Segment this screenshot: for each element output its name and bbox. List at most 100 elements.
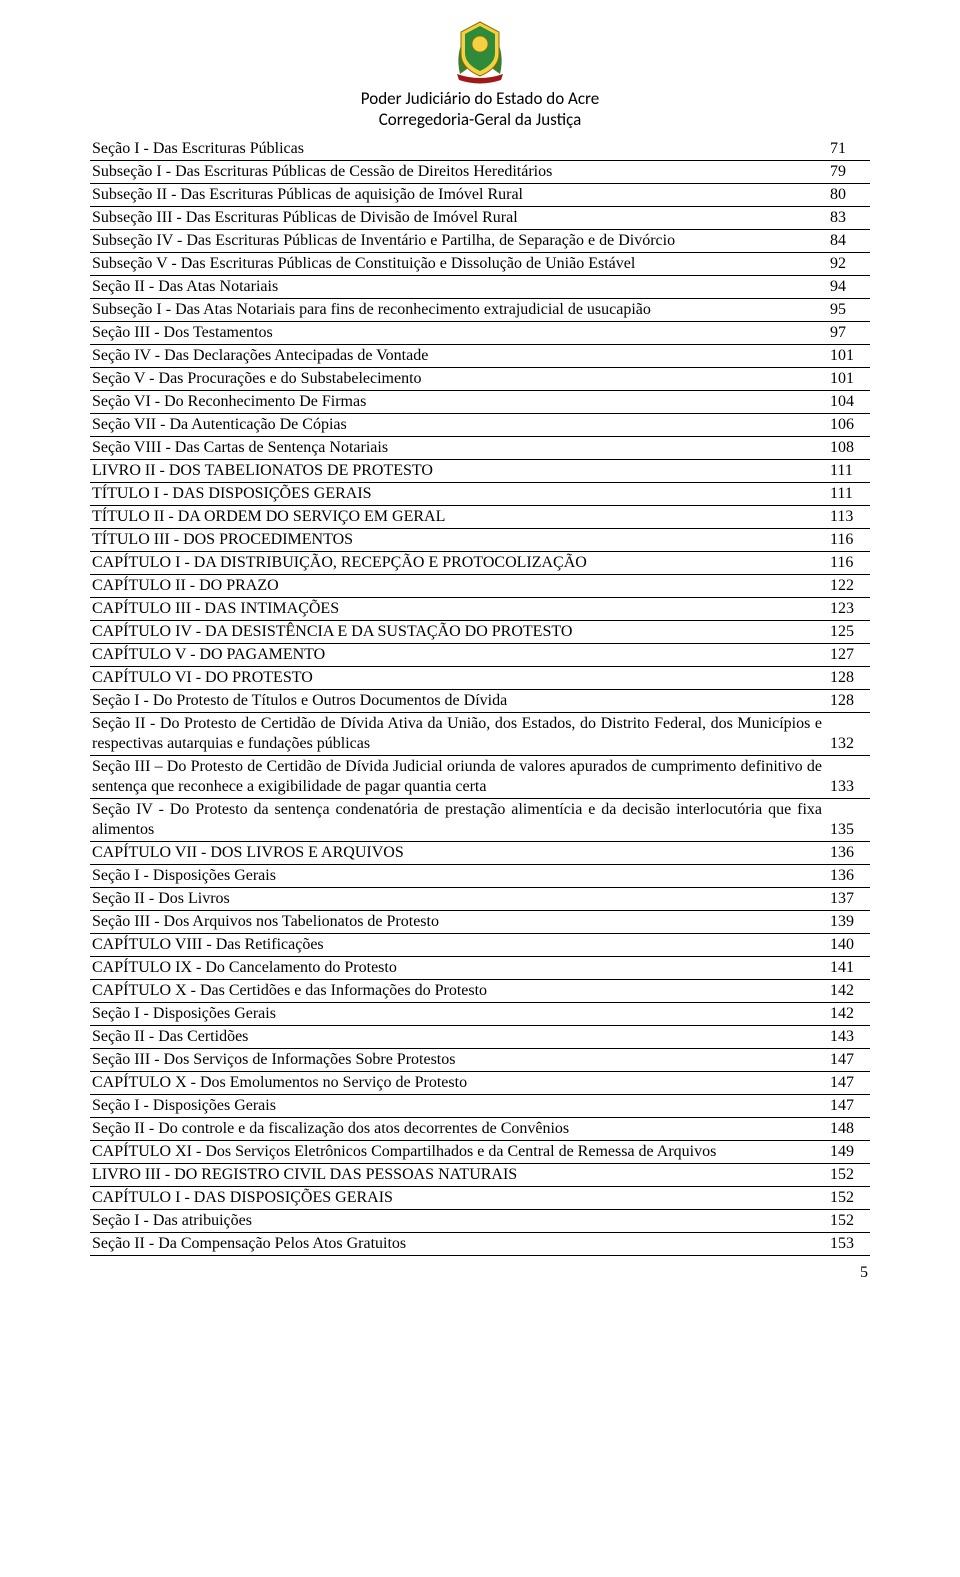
- toc-page: 128: [824, 690, 870, 713]
- state-emblem-icon: [445, 14, 515, 84]
- toc-row: CAPÍTULO X - Dos Emolumentos no Serviço …: [90, 1072, 870, 1095]
- toc-label: Seção II - Das Certidões: [90, 1026, 824, 1049]
- toc-label: Seção VIII - Das Cartas de Sentença Nota…: [90, 437, 824, 460]
- toc-page: 101: [824, 345, 870, 368]
- toc-label: CAPÍTULO IV - DA DESISTÊNCIA E DA SUSTAÇ…: [90, 621, 824, 644]
- toc-page: 136: [824, 865, 870, 888]
- toc-label: CAPÍTULO III - DAS INTIMAÇÕES: [90, 598, 824, 621]
- header-title-line2: Corregedoria-Geral da Justiça: [90, 109, 870, 130]
- toc-page: 137: [824, 888, 870, 911]
- toc-label: Seção III - Dos Serviços de Informações …: [90, 1049, 824, 1072]
- toc-label: Subseção I - Das Atas Notariais para fin…: [90, 299, 824, 322]
- toc-label: Seção I - Das Escrituras Públicas: [90, 138, 824, 161]
- toc-row: Seção VI - Do Reconhecimento De Firmas10…: [90, 391, 870, 414]
- header-title-line1: Poder Judiciário do Estado do Acre: [90, 88, 870, 109]
- toc-row: Seção I - Das atribuições152: [90, 1210, 870, 1233]
- toc-label: Seção I - Do Protesto de Títulos e Outro…: [90, 690, 824, 713]
- toc-label: TÍTULO I - DAS DISPOSIÇÕES GERAIS: [90, 483, 824, 506]
- toc-label: Seção IV - Das Declarações Antecipadas d…: [90, 345, 824, 368]
- toc-page: 142: [824, 980, 870, 1003]
- toc-page: 142: [824, 1003, 870, 1026]
- toc-row: Seção I - Disposições Gerais136: [90, 865, 870, 888]
- toc-page: 111: [824, 460, 870, 483]
- toc-label: Seção I - Das atribuições: [90, 1210, 824, 1233]
- toc-row: Subseção IV - Das Escrituras Públicas de…: [90, 230, 870, 253]
- toc-row: CAPÍTULO II - DO PRAZO122: [90, 575, 870, 598]
- toc-row: Seção VIII - Das Cartas de Sentença Nota…: [90, 437, 870, 460]
- toc-page: 116: [824, 552, 870, 575]
- toc-row: Seção II - Do controle e da fiscalização…: [90, 1118, 870, 1141]
- toc-page: 149: [824, 1141, 870, 1164]
- toc-row: Seção II - Da Compensação Pelos Atos Gra…: [90, 1233, 870, 1256]
- toc-page: 148: [824, 1118, 870, 1141]
- toc-page: 152: [824, 1164, 870, 1187]
- toc-label: Seção I - Disposições Gerais: [90, 865, 824, 888]
- toc-row: Subseção V - Das Escrituras Públicas de …: [90, 253, 870, 276]
- page-number: 5: [90, 1256, 870, 1282]
- toc-row: Subseção I - Das Atas Notariais para fin…: [90, 299, 870, 322]
- toc-label: CAPÍTULO VII - DOS LIVROS E ARQUIVOS: [90, 842, 824, 865]
- toc-page: 147: [824, 1095, 870, 1118]
- toc-page: 153: [824, 1233, 870, 1256]
- toc-page: 113: [824, 506, 870, 529]
- toc-label: LIVRO III - DO REGISTRO CIVIL DAS PESSOA…: [90, 1164, 824, 1187]
- toc-row: TÍTULO III - DOS PROCEDIMENTOS116: [90, 529, 870, 552]
- toc-label: Seção II - Dos Livros: [90, 888, 824, 911]
- toc-row: Seção IV - Das Declarações Antecipadas d…: [90, 345, 870, 368]
- toc-row: Seção VII - Da Autenticação De Cópias106: [90, 414, 870, 437]
- toc-label: Seção I - Disposições Gerais: [90, 1095, 824, 1118]
- toc-page: 116: [824, 529, 870, 552]
- toc-label: Seção II - Do controle e da fiscalização…: [90, 1118, 824, 1141]
- toc-label: Seção III - Dos Arquivos nos Tabelionato…: [90, 911, 824, 934]
- toc-page: 152: [824, 1210, 870, 1233]
- toc-page: 141: [824, 957, 870, 980]
- toc-page: 83: [824, 207, 870, 230]
- toc-page: 101: [824, 368, 870, 391]
- toc-row: Seção I - Do Protesto de Títulos e Outro…: [90, 690, 870, 713]
- toc-page: 127: [824, 644, 870, 667]
- toc-row: Seção III - Dos Serviços de Informações …: [90, 1049, 870, 1072]
- toc-page: 84: [824, 230, 870, 253]
- toc-label: CAPÍTULO VI - DO PROTESTO: [90, 667, 824, 690]
- toc-page: 152: [824, 1187, 870, 1210]
- toc-label: Seção V - Das Procurações e do Substabel…: [90, 368, 824, 391]
- toc-page: 123: [824, 598, 870, 621]
- toc-label: CAPÍTULO I - DAS DISPOSIÇÕES GERAIS: [90, 1187, 824, 1210]
- toc-page: 128: [824, 667, 870, 690]
- toc-row: CAPÍTULO V - DO PAGAMENTO127: [90, 644, 870, 667]
- toc-row: TÍTULO II - DA ORDEM DO SERVIÇO EM GERAL…: [90, 506, 870, 529]
- toc-row: Seção I - Disposições Gerais147: [90, 1095, 870, 1118]
- toc-label: CAPÍTULO XI - Dos Serviços Eletrônicos C…: [90, 1141, 824, 1164]
- toc-row: Seção V - Das Procurações e do Substabel…: [90, 368, 870, 391]
- toc-label: Subseção III - Das Escrituras Públicas d…: [90, 207, 824, 230]
- toc-row: LIVRO III - DO REGISTRO CIVIL DAS PESSOA…: [90, 1164, 870, 1187]
- toc-page: 147: [824, 1072, 870, 1095]
- toc-row: CAPÍTULO VIII - Das Retificações140: [90, 934, 870, 957]
- toc-page: 97: [824, 322, 870, 345]
- toc-row: CAPÍTULO XI - Dos Serviços Eletrônicos C…: [90, 1141, 870, 1164]
- toc-row: Subseção III - Das Escrituras Públicas d…: [90, 207, 870, 230]
- toc-row: CAPÍTULO VI - DO PROTESTO128: [90, 667, 870, 690]
- toc-row: Subseção I - Das Escrituras Públicas de …: [90, 161, 870, 184]
- toc-table: Seção I - Das Escrituras Públicas71Subse…: [90, 138, 870, 1256]
- toc-row: LIVRO II - DOS TABELIONATOS DE PROTESTO1…: [90, 460, 870, 483]
- toc-row: Seção II - Das Atas Notariais94: [90, 276, 870, 299]
- toc-label: CAPÍTULO V - DO PAGAMENTO: [90, 644, 824, 667]
- toc-row: Seção II - Das Certidões143: [90, 1026, 870, 1049]
- toc-label: Subseção II - Das Escrituras Públicas de…: [90, 184, 824, 207]
- toc-label: Seção I - Disposições Gerais: [90, 1003, 824, 1026]
- toc-label: CAPÍTULO II - DO PRAZO: [90, 575, 824, 598]
- toc-row: CAPÍTULO III - DAS INTIMAÇÕES123: [90, 598, 870, 621]
- toc-page: 108: [824, 437, 870, 460]
- toc-row: CAPÍTULO IV - DA DESISTÊNCIA E DA SUSTAÇ…: [90, 621, 870, 644]
- toc-label: CAPÍTULO I - DA DISTRIBUIÇÃO, RECEPÇÃO E…: [90, 552, 824, 575]
- toc-label: TÍTULO II - DA ORDEM DO SERVIÇO EM GERAL: [90, 506, 824, 529]
- toc-page: 132: [824, 713, 870, 756]
- toc-row: CAPÍTULO I - DA DISTRIBUIÇÃO, RECEPÇÃO E…: [90, 552, 870, 575]
- toc-page: 104: [824, 391, 870, 414]
- toc-label: Seção VI - Do Reconhecimento De Firmas: [90, 391, 824, 414]
- toc-row: Seção II - Dos Livros137: [90, 888, 870, 911]
- toc-page: 95: [824, 299, 870, 322]
- toc-page: 122: [824, 575, 870, 598]
- toc-page: 133: [824, 756, 870, 799]
